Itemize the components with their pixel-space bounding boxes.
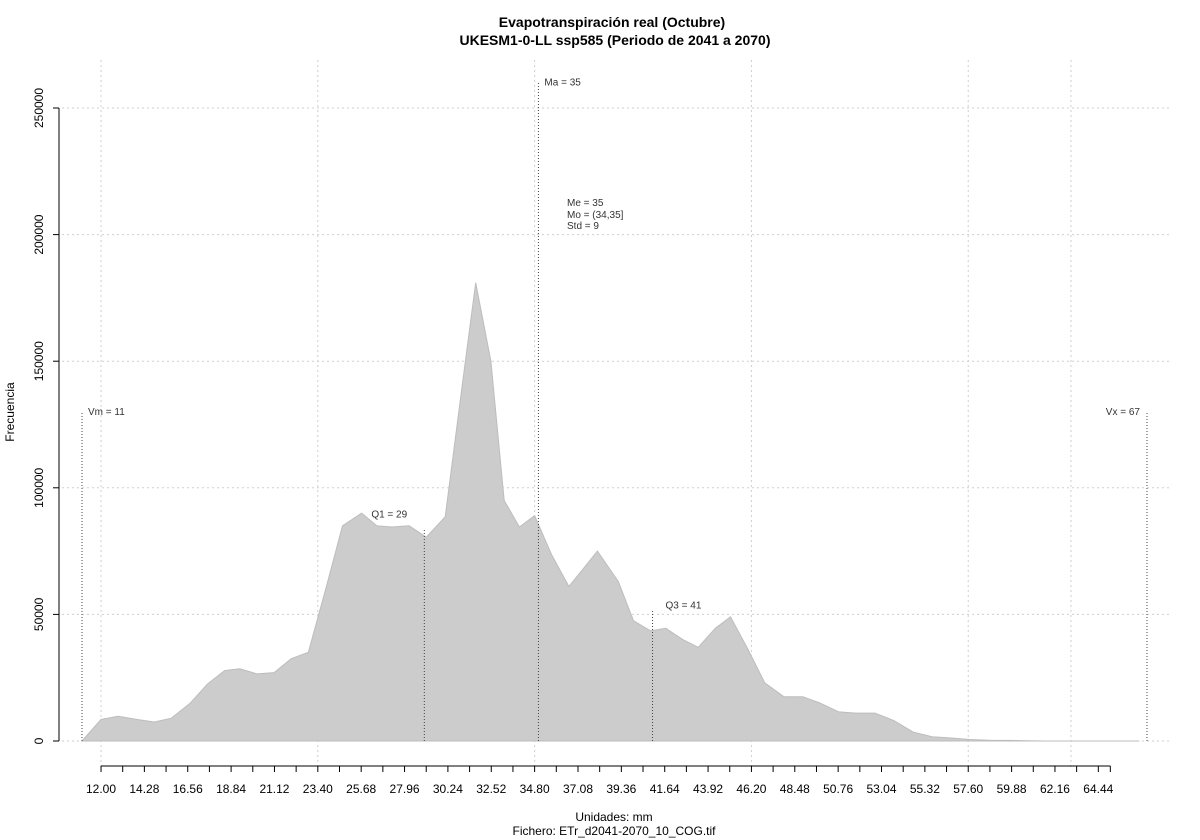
x-tick-label: 41.64: [650, 782, 680, 796]
y-tick-label: 100000: [32, 467, 46, 507]
x-tick-label: 50.76: [823, 782, 853, 796]
x-tick-label: 12.00: [86, 782, 116, 796]
marker-label: Q3 = 41: [666, 600, 702, 611]
x-tick-label: 18.84: [216, 782, 246, 796]
marker-label: Q1 = 29: [371, 509, 407, 520]
x-tick-label: 46.20: [736, 782, 766, 796]
y-tick-label: 0: [32, 737, 46, 744]
stat-markers: Vm = 11 Q1 = 29 Ma = 35 Q3 = 41 Vx = 67: [81, 78, 1148, 741]
x-tick-label: 39.36: [606, 782, 636, 796]
y-tick-label: 200000: [32, 214, 46, 254]
stats-annotation: Me = 35 Mo = (34,35] Std = 9: [567, 198, 624, 232]
marker-label: Vx = 67: [1106, 407, 1141, 418]
x-tick-label: 48.48: [780, 782, 810, 796]
x-tick-label: 57.60: [953, 782, 983, 796]
x-tick-label: 37.08: [563, 782, 593, 796]
x-tick-label: 62.16: [1040, 782, 1070, 796]
x-tick-label: 16.56: [173, 782, 203, 796]
x-tick-label: 14.28: [129, 782, 159, 796]
y-tick-label: 50000: [32, 597, 46, 631]
x-tick-label: 30.24: [433, 782, 463, 796]
chart-title: Evapotranspiración real (Octubre): [499, 14, 725, 30]
stat-mode: Mo = (34,35]: [567, 210, 624, 221]
x-tick-label: 64.44: [1083, 782, 1113, 796]
stat-median: Me = 35: [567, 198, 604, 209]
x-axis-label: Unidades: mm: [575, 810, 652, 824]
file-caption: Fichero: ETr_d2041-2070_10_COG.tif: [513, 824, 717, 838]
y-axis: 0 50000 100000 150000 200000 250000: [32, 88, 60, 744]
x-tick-label: 43.92: [693, 782, 723, 796]
x-tick-label: 53.04: [866, 782, 896, 796]
x-axis: 12.00 14.28 16.56 18.84 21.12 23.40 25.68 27.96…: [86, 765, 1114, 796]
marker-label: Vm = 11: [88, 407, 125, 418]
marker-label: Ma = 35: [544, 78, 581, 89]
x-tick-label: 25.68: [346, 782, 376, 796]
x-tick-label: 27.96: [390, 782, 420, 796]
x-tick-label: 59.88: [997, 782, 1027, 796]
frequency-area: [80, 282, 1140, 742]
x-tick-label: 21.12: [259, 782, 289, 796]
x-tick-label: 23.40: [303, 782, 333, 796]
x-tick-label: 34.80: [520, 782, 550, 796]
y-tick-label: 250000: [32, 88, 46, 128]
x-tick-label: 55.32: [910, 782, 940, 796]
chart-subtitle: UKESM1-0-LL ssp585 (Periodo de 2041 a 20…: [460, 32, 771, 48]
stat-std: Std = 9: [567, 221, 599, 232]
y-axis-label: Frecuencia: [3, 382, 17, 442]
y-tick-label: 150000: [32, 341, 46, 381]
x-tick-label: 32.52: [476, 782, 506, 796]
